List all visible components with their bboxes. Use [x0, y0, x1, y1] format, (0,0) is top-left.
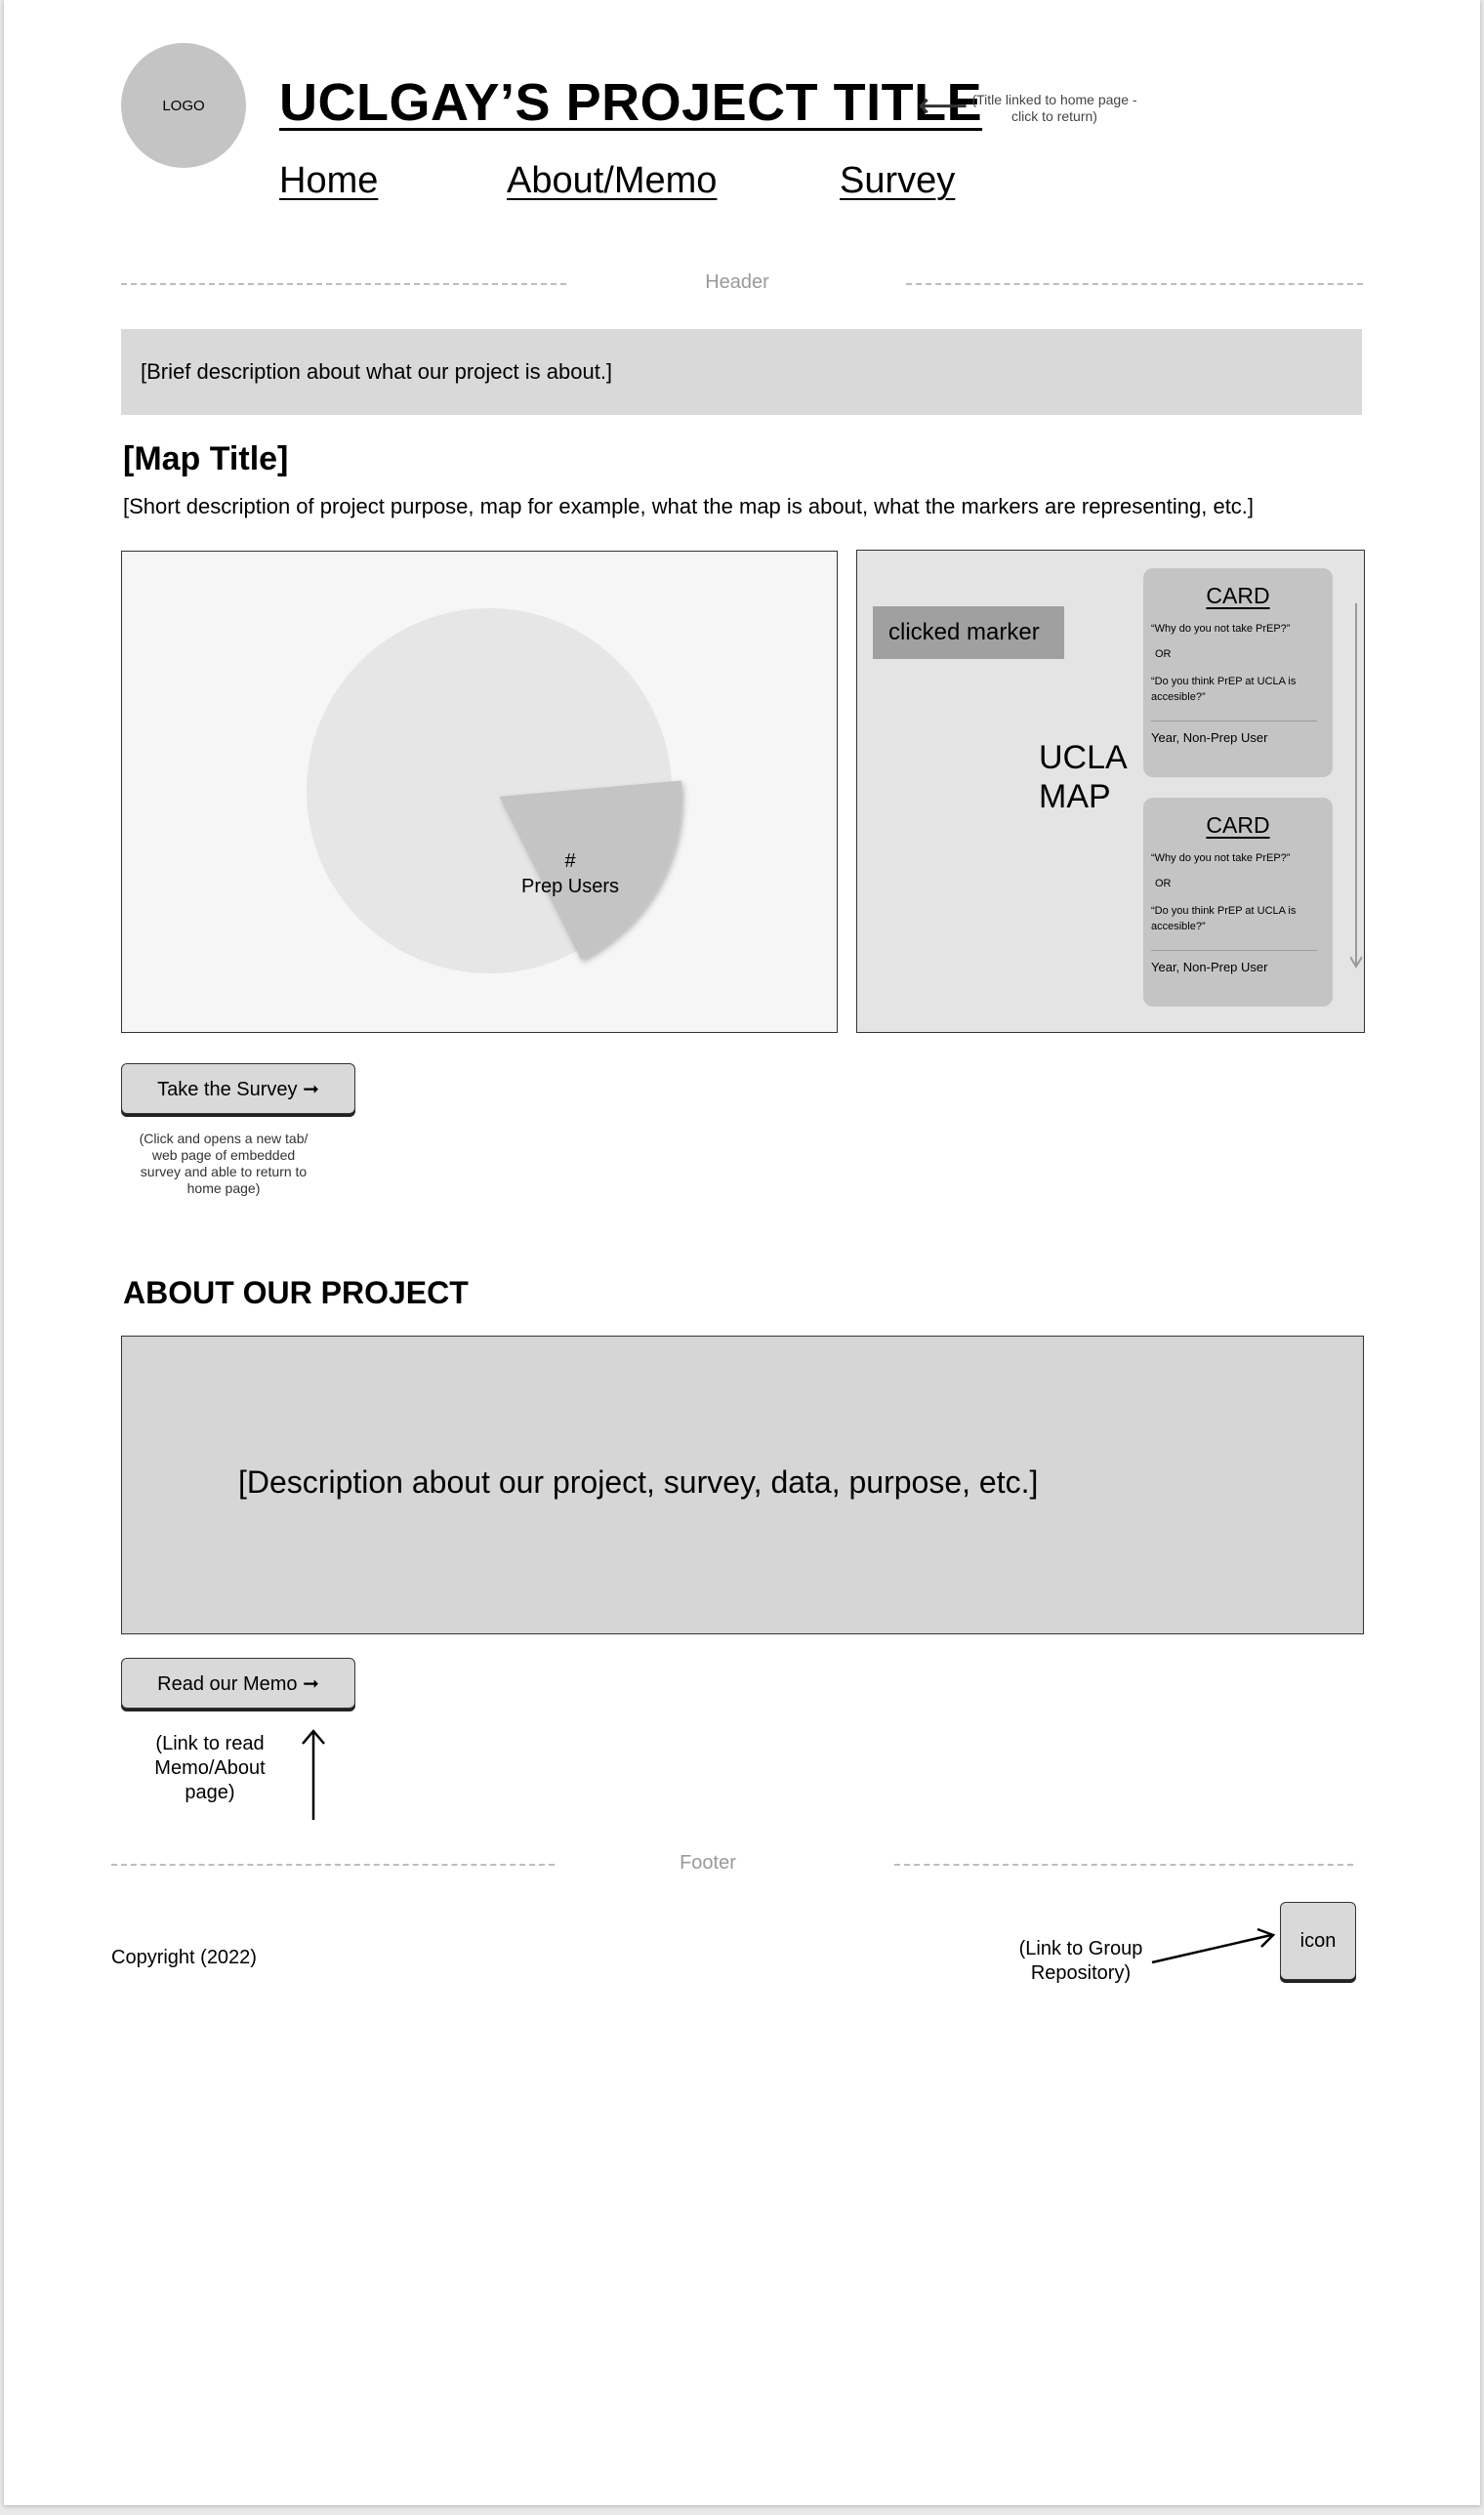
- icon-label: icon: [1299, 1929, 1337, 1952]
- take-survey-label: Take the Survey ➞: [157, 1078, 319, 1100]
- card-question-1: “Why do you not take PrEP?”: [1151, 852, 1291, 864]
- pie-label-text: Prep Users: [520, 876, 620, 897]
- card-or: OR: [1155, 878, 1172, 889]
- logo[interactable]: LOGO: [121, 43, 246, 168]
- card-question-1: “Why do you not take PrEP?”: [1151, 623, 1291, 635]
- brief-description: [Brief description about what our projec…: [121, 329, 1362, 415]
- card-question-2: “Do you think PrEP at UCLA is accesible?…: [1151, 905, 1297, 932]
- clicked-marker-label: clicked marker: [888, 619, 1040, 645]
- repository-icon-button[interactable]: icon: [1280, 1902, 1356, 1980]
- site-title-link[interactable]: UCLGAY’S PROJECT TITLE: [279, 73, 983, 132]
- memo-annotation: (Link to read Memo/About page): [154, 1733, 266, 1803]
- response-card[interactable]: CARD “Why do you not take PrEP?” OR “Do …: [1143, 568, 1333, 777]
- footer-divider-label: Footer: [680, 1852, 736, 1874]
- card-footer: Year, Non-Prep User: [1151, 730, 1268, 745]
- footer-divider-left: [111, 1864, 555, 1866]
- left-arrow-icon: ⟵: [918, 85, 969, 125]
- header-divider-right: [906, 283, 1363, 285]
- header-divider-left: [121, 283, 566, 285]
- pie-chart-panel: [121, 551, 838, 1033]
- map-description: [Short description of project purpose, m…: [123, 494, 1255, 518]
- card-divider: [1151, 950, 1317, 951]
- about-heading: ABOUT OUR PROJECT: [123, 1275, 469, 1310]
- read-memo-button[interactable]: Read our Memo ➞: [121, 1658, 355, 1709]
- brief-text: [Brief description about what our projec…: [141, 359, 613, 384]
- response-card[interactable]: CARD “Why do you not take PrEP?” OR “Do …: [1143, 798, 1333, 1007]
- about-description-text: [Description about our project, survey, …: [238, 1464, 1039, 1500]
- repo-annotation: (Link to Group Repository): [1018, 1938, 1143, 1984]
- read-memo-label: Read our Memo ➞: [157, 1672, 319, 1695]
- nav-home[interactable]: Home: [279, 160, 379, 201]
- card-footer: Year, Non-Prep User: [1151, 960, 1268, 974]
- up-arrow-icon: [302, 1729, 325, 1820]
- clicked-marker-chip[interactable]: clicked marker: [873, 606, 1064, 659]
- pie-slice-label: # Prep Users: [508, 848, 633, 899]
- scroll-down-arrow-icon[interactable]: [1350, 603, 1362, 970]
- footer-divider-right: [894, 1864, 1353, 1866]
- page: [4, 0, 1480, 2505]
- survey-annotation: (Click and opens a new tab/ web page of …: [139, 1131, 309, 1196]
- header-divider-label: Header: [705, 271, 769, 293]
- title-annotation: (Title linked to home page - click to re…: [971, 92, 1137, 124]
- card-title: CARD: [1206, 812, 1270, 838]
- card-question-2: “Do you think PrEP at UCLA is accesible?…: [1151, 676, 1297, 703]
- right-arrow-icon: [1151, 1927, 1276, 1964]
- card-divider: [1151, 721, 1317, 722]
- take-survey-button[interactable]: Take the Survey ➞: [121, 1063, 355, 1114]
- about-description-box: [121, 1336, 1364, 1634]
- logo-text: LOGO: [162, 97, 205, 114]
- card-title: CARD: [1206, 583, 1270, 608]
- pie-label-count: #: [564, 850, 576, 872]
- nav-survey[interactable]: Survey: [840, 160, 956, 201]
- map-title: [Map Title]: [123, 440, 289, 477]
- copyright: Copyright (2022): [111, 1947, 257, 1968]
- nav-about-memo[interactable]: About/Memo: [507, 160, 718, 201]
- card-or: OR: [1155, 648, 1172, 660]
- ucla-map-label: UCLA MAP: [1039, 738, 1128, 816]
- ucla-map-line1: UCLA: [1039, 739, 1128, 776]
- ucla-map-line2: MAP: [1039, 778, 1111, 815]
